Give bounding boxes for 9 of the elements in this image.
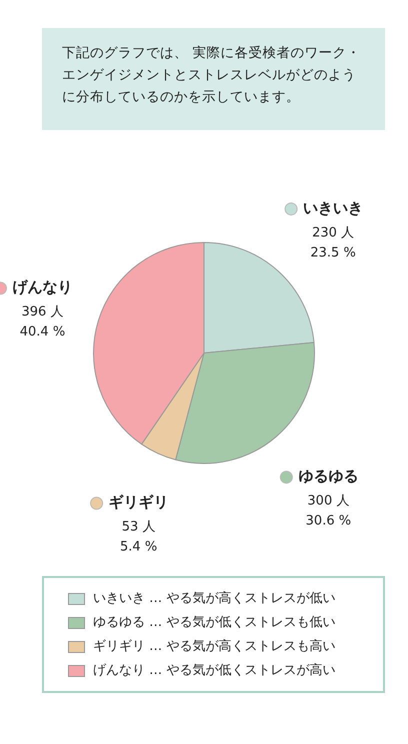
data-label: 300 人 30.6 % — [306, 494, 352, 529]
chart-title: 下記のグラフでは、 実際に各受検者のワーク・エンゲイジメントとストレスレベルがどのように分布しているのかを示しています。 — [42, 28, 385, 130]
legend-label: いきいき — [303, 198, 364, 217]
legend-label: げんなり — [12, 278, 72, 296]
legend-label: ギリギリ — [108, 493, 169, 512]
legend-label: ゆるゆる — [298, 467, 358, 486]
data-label: 53 人 5.4 % — [120, 520, 158, 555]
data-label: 230 人 23.5 % — [310, 225, 356, 260]
data-label: 396 人 40.4 % — [20, 304, 66, 340]
